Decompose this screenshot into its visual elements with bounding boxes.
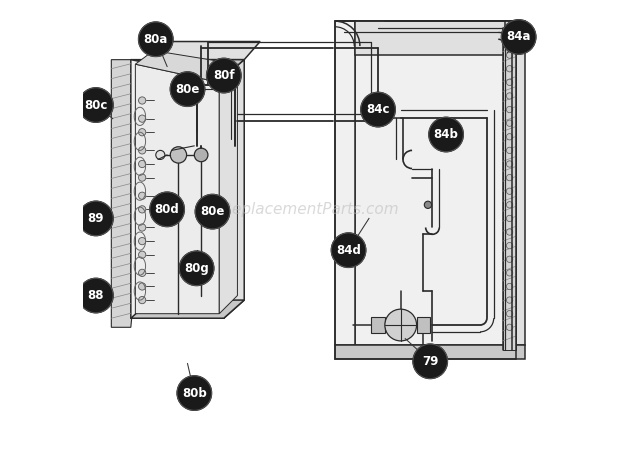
- Circle shape: [195, 194, 230, 229]
- Circle shape: [138, 174, 146, 181]
- Circle shape: [424, 201, 432, 208]
- Text: 84d: 84d: [336, 244, 361, 257]
- Circle shape: [507, 66, 513, 72]
- Text: 89: 89: [87, 212, 104, 225]
- Circle shape: [177, 376, 211, 410]
- Circle shape: [138, 147, 146, 154]
- Circle shape: [507, 270, 513, 276]
- Polygon shape: [112, 60, 144, 327]
- Polygon shape: [131, 300, 244, 318]
- Circle shape: [507, 93, 513, 99]
- Text: 80a: 80a: [144, 33, 168, 46]
- Text: 84c: 84c: [366, 103, 390, 116]
- Circle shape: [206, 58, 241, 93]
- Circle shape: [502, 20, 536, 54]
- Circle shape: [138, 129, 146, 136]
- Polygon shape: [154, 41, 260, 60]
- Circle shape: [429, 117, 463, 152]
- Circle shape: [170, 72, 205, 106]
- Polygon shape: [335, 21, 355, 345]
- Text: eReplacementParts.com: eReplacementParts.com: [212, 202, 399, 217]
- Circle shape: [507, 243, 513, 249]
- Circle shape: [507, 52, 513, 58]
- Circle shape: [507, 188, 513, 194]
- FancyBboxPatch shape: [373, 112, 384, 123]
- Circle shape: [507, 147, 513, 153]
- Circle shape: [507, 310, 513, 317]
- Polygon shape: [371, 317, 385, 333]
- Circle shape: [138, 115, 146, 122]
- Circle shape: [507, 324, 513, 330]
- Text: 79: 79: [422, 355, 438, 368]
- Circle shape: [507, 120, 513, 126]
- Polygon shape: [516, 21, 526, 345]
- Text: 80e: 80e: [175, 83, 200, 96]
- Text: 80f: 80f: [213, 69, 234, 82]
- Circle shape: [79, 88, 113, 122]
- Polygon shape: [131, 60, 244, 78]
- Text: 84b: 84b: [433, 128, 459, 141]
- Circle shape: [138, 269, 146, 277]
- Polygon shape: [131, 60, 224, 318]
- Text: 80d: 80d: [155, 203, 179, 216]
- Circle shape: [361, 92, 396, 127]
- Circle shape: [507, 79, 513, 86]
- Circle shape: [138, 238, 146, 245]
- Text: 80g: 80g: [184, 262, 209, 275]
- Circle shape: [138, 160, 146, 167]
- Circle shape: [507, 202, 513, 208]
- Circle shape: [194, 148, 208, 162]
- Circle shape: [507, 174, 513, 181]
- Circle shape: [138, 97, 146, 104]
- Circle shape: [79, 201, 113, 236]
- Circle shape: [138, 206, 146, 213]
- Circle shape: [507, 106, 513, 113]
- Circle shape: [170, 147, 187, 163]
- Polygon shape: [355, 21, 516, 345]
- Circle shape: [507, 297, 513, 303]
- Circle shape: [507, 229, 513, 235]
- Circle shape: [331, 233, 366, 268]
- Circle shape: [507, 134, 513, 140]
- Polygon shape: [503, 28, 516, 350]
- Circle shape: [138, 297, 146, 303]
- Circle shape: [138, 283, 146, 290]
- Circle shape: [150, 192, 184, 227]
- Text: 80e: 80e: [200, 205, 224, 218]
- Circle shape: [79, 278, 113, 313]
- Text: 88: 88: [87, 289, 104, 302]
- Circle shape: [413, 344, 448, 379]
- Polygon shape: [219, 64, 237, 313]
- Circle shape: [385, 309, 417, 341]
- Polygon shape: [224, 60, 244, 318]
- Circle shape: [138, 192, 146, 199]
- Circle shape: [507, 256, 513, 263]
- Polygon shape: [135, 64, 219, 313]
- Polygon shape: [335, 21, 516, 55]
- Circle shape: [138, 22, 173, 56]
- Circle shape: [138, 251, 146, 258]
- Text: 80c: 80c: [84, 99, 108, 111]
- Text: 84a: 84a: [507, 30, 531, 44]
- Circle shape: [156, 151, 165, 159]
- Text: 80b: 80b: [182, 387, 206, 399]
- Circle shape: [138, 224, 146, 231]
- Polygon shape: [135, 51, 237, 82]
- Polygon shape: [335, 345, 526, 359]
- Circle shape: [179, 251, 214, 286]
- Circle shape: [507, 283, 513, 290]
- Polygon shape: [417, 317, 430, 333]
- Circle shape: [507, 215, 513, 222]
- Circle shape: [507, 161, 513, 167]
